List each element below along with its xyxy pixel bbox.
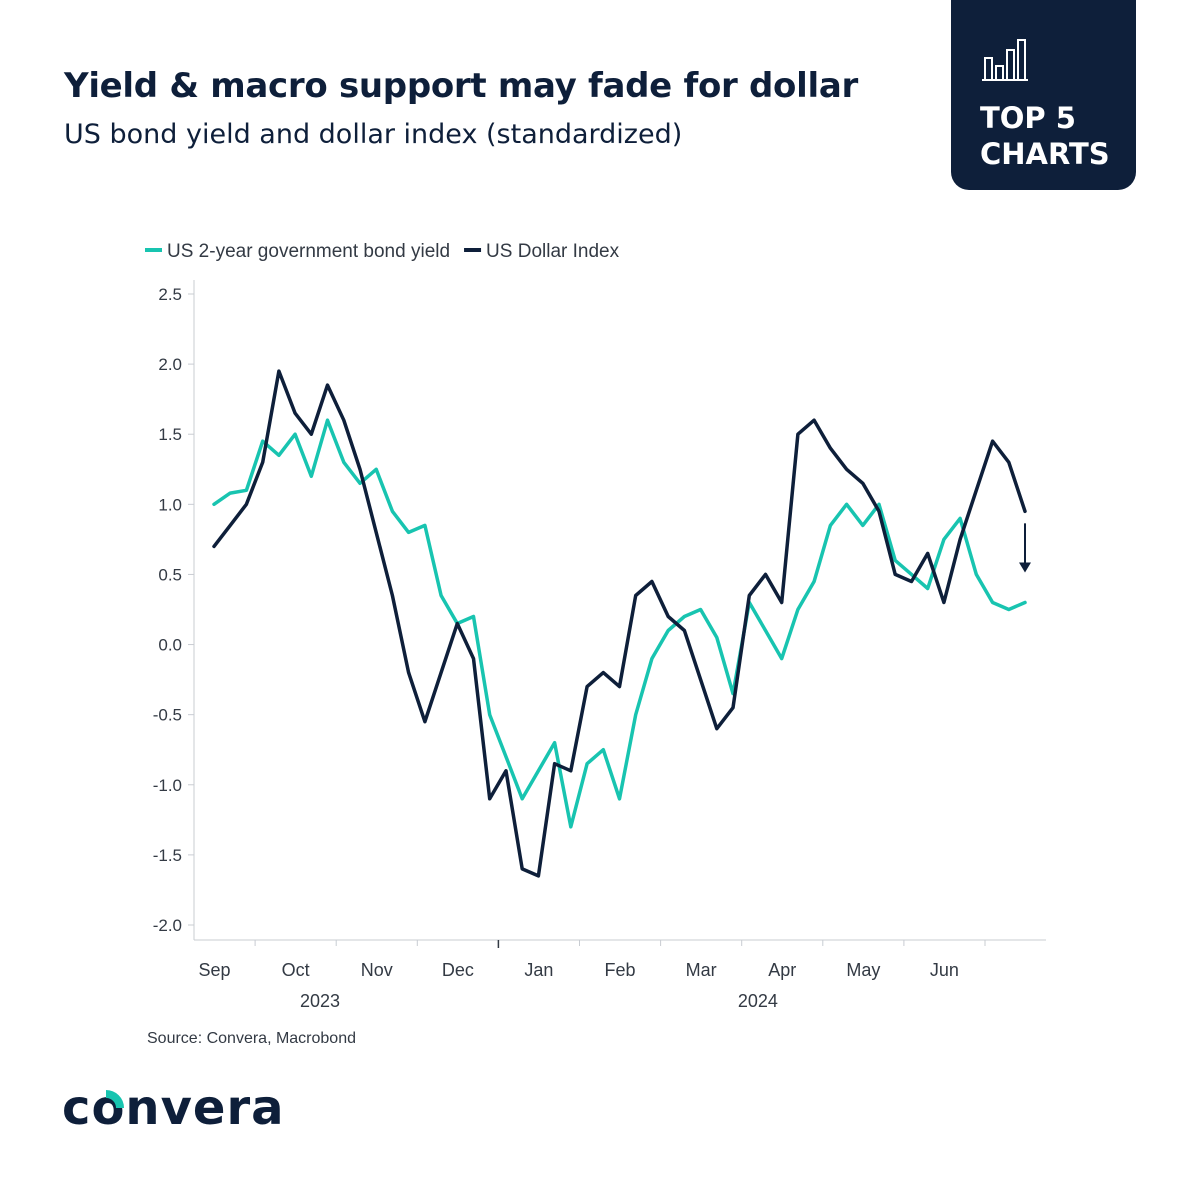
x-tick-label: Jun: [930, 960, 959, 980]
y-tick-label: 2.5: [158, 285, 182, 304]
chart-title: Yield & macro support may fade for dolla…: [64, 66, 858, 106]
source-note: Source: Convera, Macrobond: [147, 1030, 356, 1047]
legend-label: US 2-year government bond yield: [167, 241, 450, 262]
series-line-bond-yield: [212, 418, 1027, 829]
legend-label: US Dollar Index: [486, 241, 620, 262]
logo-accent: [105, 1090, 124, 1109]
y-tick-label: -1.0: [153, 776, 182, 795]
chart-subtitle: US bond yield and dollar index (standard…: [64, 119, 683, 150]
y-tick-label: 1.5: [158, 425, 182, 444]
chart: 2.5 2.0 1.5 1.0 0.5 0.0 -0.5 -1.0 -1.5 -2.0 Sep Oct…: [145, 241, 1046, 1011]
badge-label: TOP 5 CHARTS: [980, 101, 1110, 171]
x-tick-label: Sep: [199, 960, 231, 980]
x-tick-label: May: [846, 960, 880, 980]
x-tick-label: Feb: [605, 960, 636, 980]
y-tick-label: -1.5: [153, 846, 182, 865]
year-label: 2024: [738, 991, 778, 1011]
x-tick-label: Apr: [768, 960, 796, 980]
y-tick-label: -2.0: [153, 916, 182, 935]
x-tick-label: Jan: [524, 960, 553, 980]
y-tick-label: 0.5: [158, 565, 182, 584]
x-tick-label: Mar: [686, 960, 717, 980]
y-tick-label: 0.0: [158, 636, 182, 655]
y-tick-label: -0.5: [153, 706, 182, 725]
x-tick-label: Nov: [361, 960, 393, 980]
series-line-dollar-index: [212, 369, 1027, 878]
y-tick-label: 1.0: [158, 495, 182, 514]
x-tick-label: Oct: [282, 960, 310, 980]
top5-badge: TOP 5 CHARTS: [951, 0, 1136, 190]
x-tick-label: Dec: [442, 960, 474, 980]
down-arrow-head: [1019, 562, 1031, 573]
bar-chart-icon: [982, 39, 1028, 81]
year-label: 2023: [300, 991, 340, 1011]
logo-wordmark: convera: [62, 1080, 285, 1136]
y-tick-label: 2.0: [158, 355, 182, 374]
convera-logo: convera: [62, 1080, 285, 1136]
